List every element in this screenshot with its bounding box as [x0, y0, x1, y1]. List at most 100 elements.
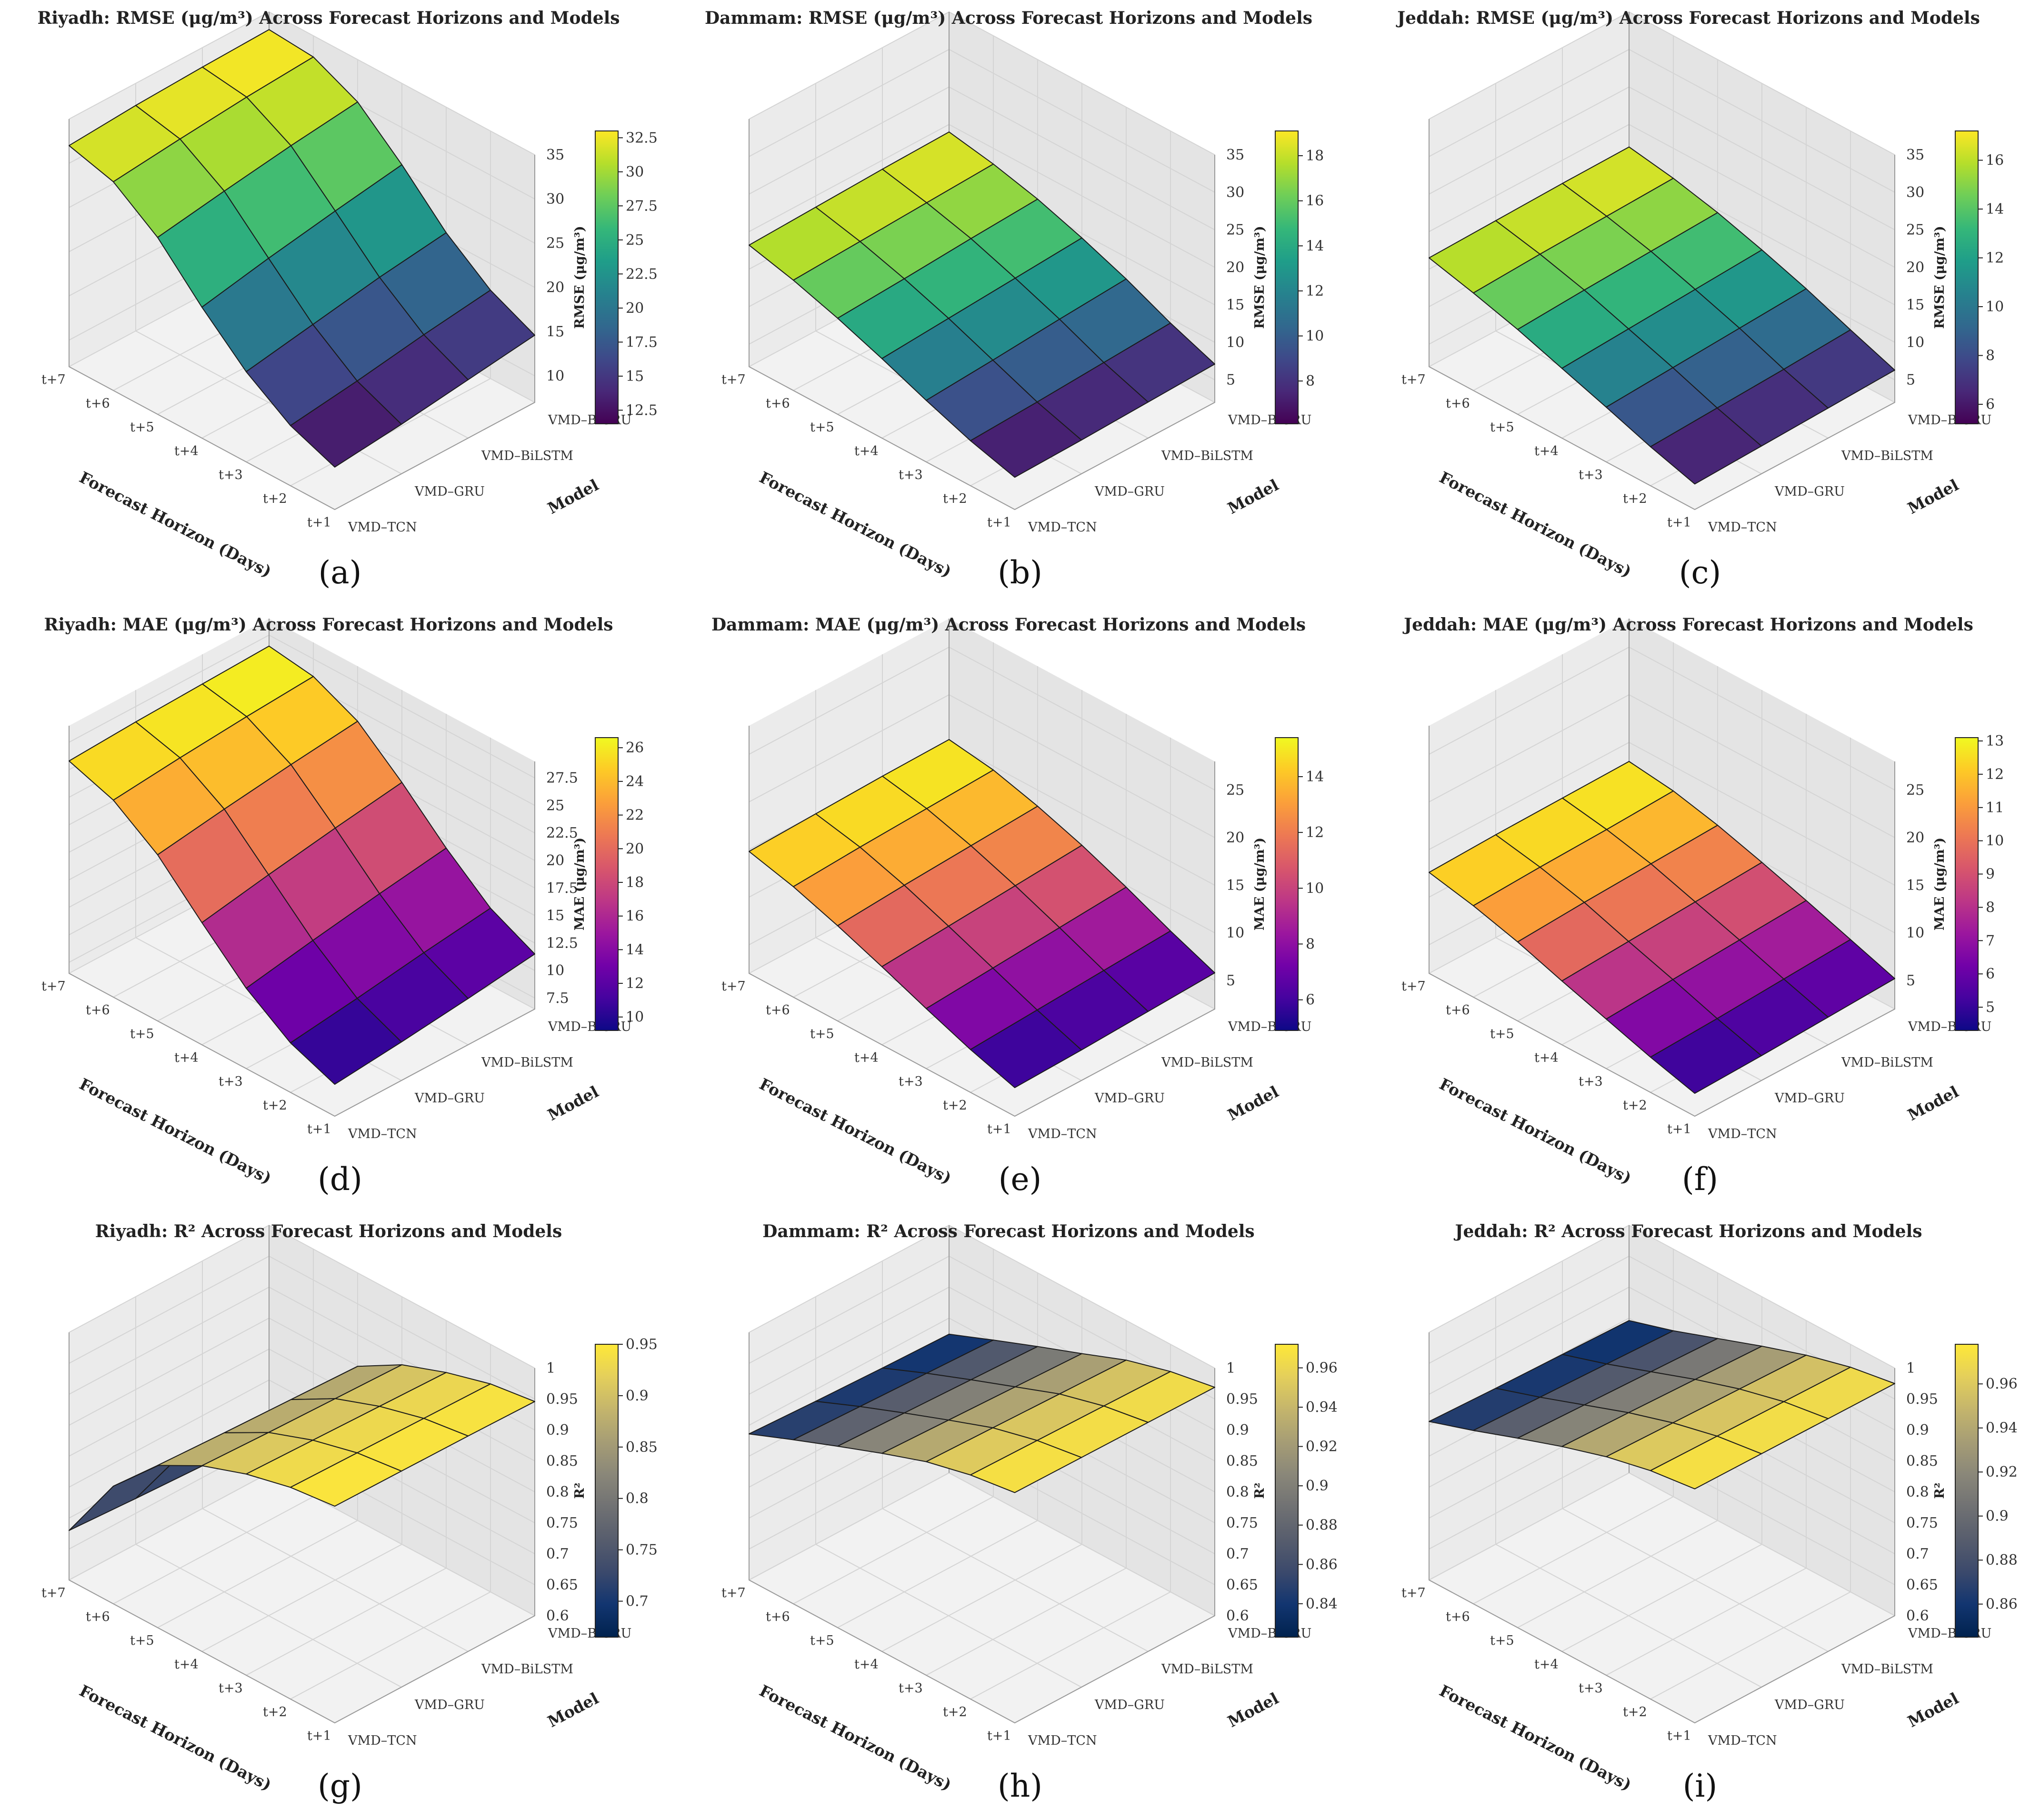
model-tick-label: VMD–BiGRU — [1228, 1020, 1311, 1034]
z-tick-label: 5 — [1906, 372, 1915, 389]
surface-cell-h0-m0 — [1650, 1435, 1762, 1490]
horizon-axis-label: Forecast Horizon (Days) — [1436, 1074, 1634, 1188]
chart-panel-7: 0.6 0.65 0.7 0.75 0.8 0.85 0.9 0.95 1 t+1 t+2 t+3 t+… — [721, 1221, 1338, 1804]
model-tick-label: VMD–GRU — [1774, 1091, 1845, 1106]
colorbar-tick-label: 12 — [1306, 824, 1324, 841]
surface — [1429, 1320, 1895, 1490]
colorbar-tick-label: 18 — [626, 874, 644, 891]
colorbar-tick-label: 10 — [1986, 299, 2004, 315]
horizon-tick-label: t+7 — [1401, 979, 1426, 994]
z-tick-label: 15 — [1226, 297, 1244, 313]
horizon-tick-label: t+6 — [766, 1610, 790, 1624]
chart-panel-4: 5 10 15 20 25 t+1 t+2 t+3 t+4 t+5 t+6 t+7 VMD–TCN VMD… — [711, 615, 1324, 1198]
colorbar-tick-label: 30 — [626, 164, 644, 180]
horizon-axis-label: Forecast Horizon (Days) — [1436, 468, 1634, 581]
colorbar — [1955, 130, 1979, 424]
colorbar-tick-label: 0.94 — [1306, 1399, 1338, 1416]
horizon-tick-label: t+3 — [1579, 1681, 1603, 1696]
model-tick-label: VMD–BiGRU — [548, 1020, 631, 1034]
z-tick-label: 10 — [546, 962, 564, 979]
horizon-axis-label: Forecast Horizon (Days) — [76, 1074, 274, 1188]
model-tick-label: VMD–GRU — [414, 484, 485, 499]
z-tick-label: 0.75 — [546, 1515, 578, 1531]
z-tick-label: 0.9 — [1226, 1422, 1249, 1439]
z-tick-label: 25 — [1226, 222, 1244, 239]
surface-cell-h0-m0 — [1650, 407, 1762, 485]
model-tick-label: VMD–TCN — [348, 520, 417, 535]
colorbar-label: R² — [1932, 1482, 1947, 1499]
colorbar-label: MAE (μg/m³) — [1252, 838, 1267, 930]
horizon-tick-label: t+1 — [307, 515, 331, 530]
z-tick-label: 25 — [1226, 782, 1244, 799]
colorbar-tick-label: 11 — [1986, 800, 2004, 816]
colorbar-label: R² — [572, 1482, 587, 1499]
colorbar-tick-label: 0.94 — [1986, 1420, 2018, 1437]
colorbar — [1275, 130, 1299, 424]
colorbar-tick-label: 24 — [626, 773, 644, 790]
z-tick-label: 0.75 — [1226, 1515, 1258, 1531]
model-axis-label: Model — [1904, 476, 1961, 518]
model-tick-label: VMD–GRU — [1774, 1698, 1845, 1712]
chart-title: Jeddah: RMSE (μg/m³) Across Forecast Hor… — [1396, 8, 1980, 28]
z-tick-label: 17.5 — [546, 880, 578, 897]
model-axis-label: Model — [1904, 1689, 1961, 1731]
horizon-tick-label: t+2 — [263, 491, 287, 506]
surface-cell-h0-m0 — [1650, 1018, 1762, 1094]
z-tick-label: 0.95 — [1226, 1391, 1258, 1408]
horizon-tick-label: t+1 — [307, 1729, 331, 1743]
model-axis-label: Model — [1224, 1082, 1281, 1124]
colorbar-tick-label: 5 — [1986, 999, 1995, 1016]
colorbar-tick-label: 0.8 — [626, 1490, 649, 1507]
z-tick-label: 35 — [546, 147, 564, 163]
colorbar-tick-label: 6 — [1986, 966, 1995, 982]
horizon-tick-label: t+6 — [1446, 1610, 1470, 1624]
model-tick-label: VMD–BiLSTM — [481, 1055, 573, 1070]
colorbar-tick-label: 14 — [1306, 238, 1324, 254]
chart-title: Dammam: MAE (μg/m³) Across Forecast Hori… — [711, 615, 1306, 635]
horizon-tick-label: t+2 — [263, 1098, 287, 1113]
model-tick-label: VMD–BiGRU — [1908, 413, 1991, 428]
colorbar-tick-label: 0.95 — [626, 1336, 658, 1353]
horizon-tick-label: t+2 — [1623, 1098, 1647, 1113]
model-tick-label: VMD–TCN — [1708, 1733, 1777, 1748]
model-tick-label: VMD–BiGRU — [1228, 413, 1311, 428]
colorbar-tick-label: 14 — [1306, 769, 1324, 785]
colorbar-label: MAE (μg/m³) — [1932, 838, 1947, 930]
chart-panel-5: 5 10 15 20 25 t+1 t+2 t+3 t+4 t+5 t+6 t+7 VMD–TCN VMD… — [1401, 615, 2004, 1198]
colorbar-tick-label: 0.96 — [1986, 1376, 2018, 1392]
horizon-tick-label: t+3 — [219, 1681, 243, 1696]
horizon-tick-label: t+7 — [41, 372, 66, 387]
colorbar-tick-label: 32.5 — [626, 130, 658, 146]
colorbar-tick-label: 9 — [1986, 866, 1995, 883]
z-tick-label: 5 — [1226, 972, 1235, 989]
z-tick-label: 30 — [546, 191, 564, 208]
chart-title: Riyadh: MAE (μg/m³) Across Forecast Hori… — [44, 615, 613, 635]
colorbar-tick-label: 20 — [626, 840, 644, 857]
colorbar-tick-label: 0.84 — [1306, 1596, 1338, 1612]
colorbar-tick-label: 0.9 — [1986, 1508, 2009, 1525]
z-tick-label: 20 — [546, 852, 564, 869]
z-tick-label: 0.6 — [546, 1608, 569, 1624]
surface-cell-h0-m0 — [290, 998, 402, 1085]
panel-letter: (b) — [998, 554, 1042, 591]
model-tick-label: VMD–BiLSTM — [1161, 1662, 1253, 1677]
model-tick-label: VMD–BiLSTM — [481, 1662, 573, 1677]
colorbar-tick-label: 0.86 — [1306, 1556, 1338, 1573]
z-tick-label: 20 — [546, 280, 564, 296]
horizon-tick-label: t+7 — [721, 372, 746, 387]
colorbar-tick-label: 22 — [626, 807, 644, 824]
surface — [749, 131, 1215, 478]
model-tick-label: VMD–GRU — [414, 1091, 485, 1106]
z-tick-label: 1 — [1226, 1360, 1235, 1377]
horizon-tick-label: t+5 — [130, 1633, 154, 1648]
colorbar-tick-label: 27.5 — [626, 198, 658, 214]
horizon-axis-label: Forecast Horizon (Days) — [756, 468, 954, 581]
surface — [1429, 761, 1895, 1094]
panel-letter: (g) — [318, 1768, 362, 1804]
z-tick-label: 15 — [1906, 877, 1924, 894]
colorbar-tick-label: 0.9 — [626, 1388, 649, 1404]
horizon-tick-label: t+5 — [810, 1633, 834, 1648]
z-tick-label: 0.85 — [1226, 1453, 1258, 1470]
colorbar-tick-label: 25 — [626, 232, 644, 249]
chart-title: Dammam: R² Across Forecast Horizons and … — [762, 1221, 1254, 1241]
